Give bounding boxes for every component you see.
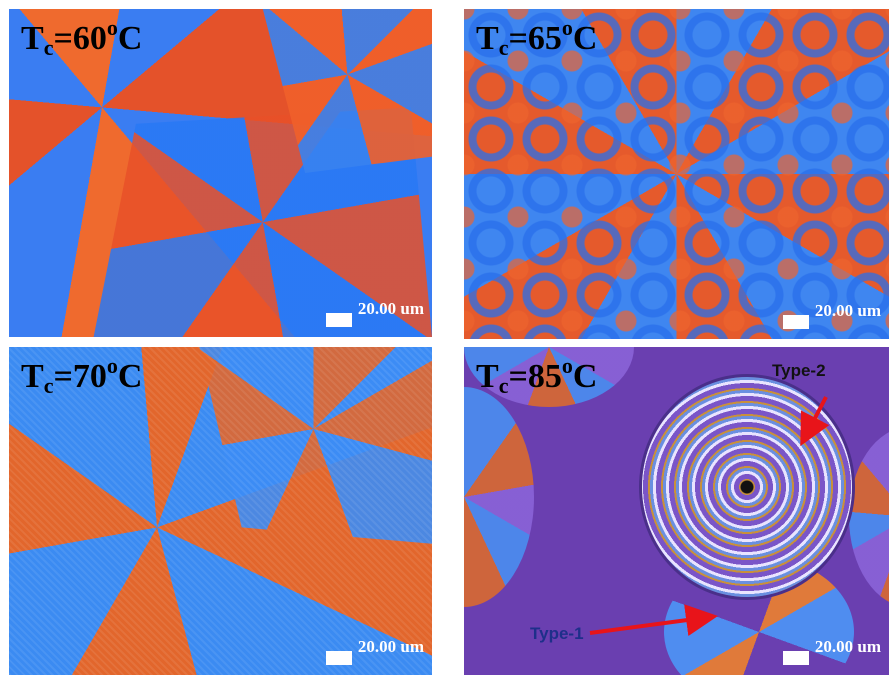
micrograph-panel-70c: Tc=70oC 20.00 um [9,347,432,675]
crystal-texture-overlay [464,9,889,339]
scale-bar: 20.00 um [325,637,424,665]
scale-bar-rect [325,651,352,665]
temperature-label: Tc=85oC [476,353,598,398]
scale-bar-label: 20.00 um [814,637,881,656]
micrograph-panel-65c: Tc=65oC 20.00 um [464,9,889,339]
temperature-label: Tc=70oC [21,353,143,398]
scale-bar: 20.00 um [782,637,881,665]
scale-bar-label: 20.00 um [357,299,424,318]
scale-bar: 20.00 um [782,301,881,329]
type2-label: Type-2 [772,361,826,380]
scale-bar-label: 20.00 um [357,637,424,656]
crystal-texture-overlay [199,347,432,544]
scale-bar: 20.00 um [325,299,424,327]
banding-overlay [9,347,432,675]
type1-arrow [589,604,718,637]
scale-bar-rect [782,651,809,665]
type1-label: Type-1 [530,624,584,643]
temperature-label: Tc=60oC [21,15,143,60]
annotation-arrows [589,396,830,637]
scale-bar-rect [325,313,352,327]
scale-bar-rect [782,315,809,329]
type2-arrow [800,396,830,447]
temperature-label: Tc=65oC [476,15,598,60]
micrograph-panel-60c: Tc=60oC 20.00 um [9,9,432,337]
micrograph-panel-85c: Tc=85oC Type-2 Type-1 20.00 um [464,347,889,675]
scale-bar-label: 20.00 um [814,301,881,320]
